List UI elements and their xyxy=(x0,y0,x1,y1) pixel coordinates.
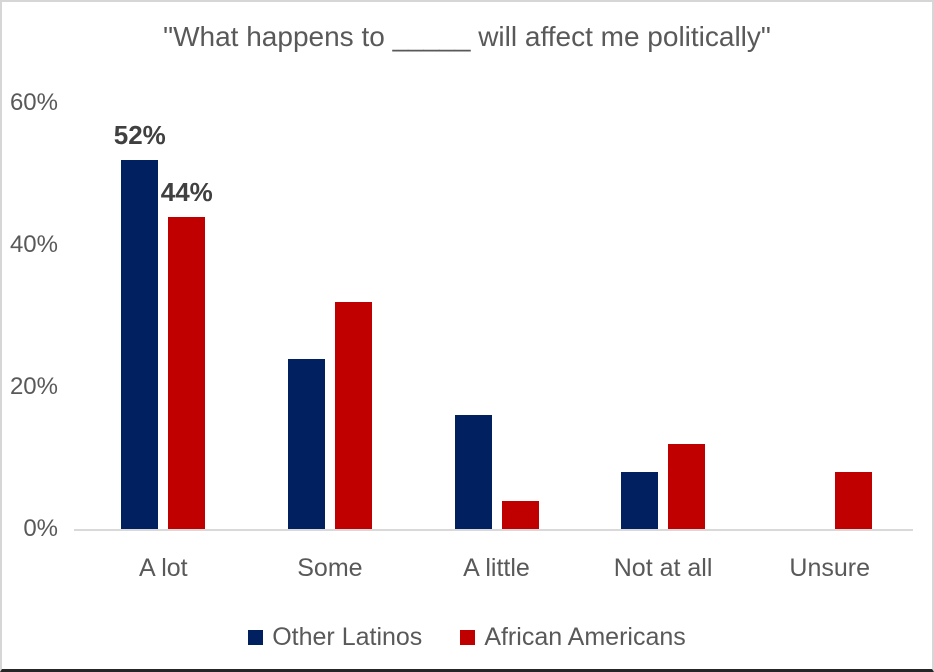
legend-item: African Americans xyxy=(460,622,686,652)
bar-other-latinos xyxy=(121,159,159,529)
x-axis-category-label: A lot xyxy=(138,554,188,582)
x-axis-category-label: Unsure xyxy=(789,554,870,582)
bar-african-americans xyxy=(834,472,872,529)
chart-title: "What happens to _____ will affect me po… xyxy=(163,21,771,52)
legend-swatch-icon xyxy=(248,629,264,645)
bar-other-latinos xyxy=(454,415,492,529)
legend-item: Other Latinos xyxy=(248,622,422,652)
data-label: 52% xyxy=(113,119,166,150)
bar-african-americans xyxy=(501,500,539,529)
y-axis-tick-label: 20% xyxy=(9,373,58,400)
x-axis-category-label: Some xyxy=(297,554,363,582)
x-axis-category-label: A little xyxy=(463,554,530,582)
bar-african-americans xyxy=(668,443,706,529)
x-axis-line xyxy=(74,529,913,531)
bar-african-americans xyxy=(168,216,206,529)
y-axis-tick-label: 0% xyxy=(23,515,58,542)
y-axis-tick-label: 60% xyxy=(9,89,58,116)
y-axis-tick-label: 40% xyxy=(9,231,58,258)
legend-label: Other Latinos xyxy=(272,623,423,651)
legend-label: African Americans xyxy=(484,623,686,651)
x-axis-category-label: Not at all xyxy=(613,554,713,582)
data-label: 44% xyxy=(160,176,213,207)
bar-other-latinos xyxy=(621,472,659,529)
legend: Other Latinos African Americans xyxy=(2,622,932,652)
legend-swatch-icon xyxy=(460,629,476,645)
bar-african-americans xyxy=(334,301,372,529)
bar-other-latinos xyxy=(287,358,325,529)
